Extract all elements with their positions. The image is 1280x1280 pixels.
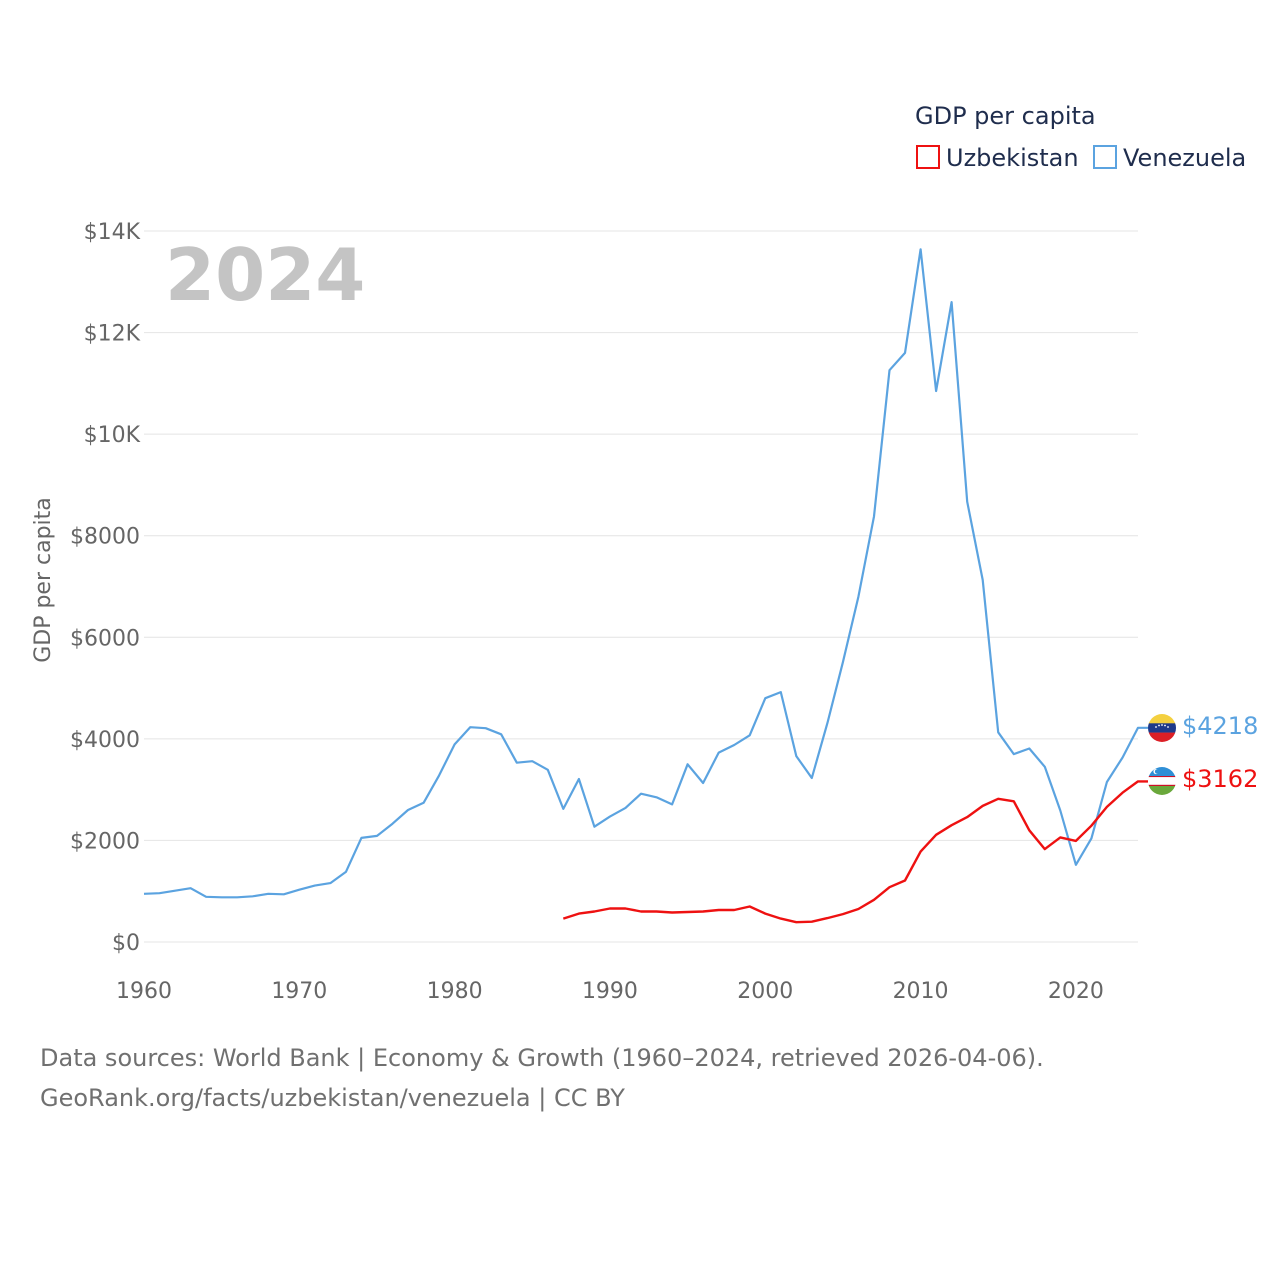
x-tick-label: 1970 bbox=[271, 979, 327, 1004]
legend-label-uzbekistan[interactable]: Uzbekistan bbox=[946, 144, 1079, 172]
y-tick-label: $8000 bbox=[70, 525, 140, 550]
end-label-venezuela: $4218 bbox=[1182, 712, 1258, 740]
y-tick-label: $14K bbox=[84, 220, 141, 245]
y-tick-label: $0 bbox=[112, 931, 140, 956]
year-label: 2024 bbox=[165, 233, 365, 317]
footer-attribution: GeoRank.org/facts/uzbekistan/venezuela |… bbox=[40, 1084, 625, 1112]
uzbekistan-flag-icon bbox=[1148, 767, 1176, 795]
y-tick-label: $10K bbox=[84, 423, 141, 448]
legend-label-venezuela[interactable]: Venezuela bbox=[1123, 144, 1246, 172]
series-line-uzbekistan[interactable] bbox=[562, 780, 1148, 924]
x-tick-label: 2000 bbox=[737, 979, 793, 1004]
y-tick-labels: $0 $2000 $4000 $6000 $8000 $10K $12K $14K bbox=[70, 220, 141, 956]
x-tick-labels: 1960 1970 1980 1990 2000 2010 2020 bbox=[116, 979, 1104, 1004]
y-gridlines bbox=[144, 230, 1138, 943]
y-tick-label: $4000 bbox=[70, 728, 140, 753]
x-tick-label: 1980 bbox=[427, 979, 483, 1004]
x-tick-label: 1960 bbox=[116, 979, 172, 1004]
y-axis-label: GDP per capita bbox=[31, 497, 56, 663]
series-line-venezuela[interactable] bbox=[143, 248, 1148, 899]
legend-title: GDP per capita bbox=[915, 102, 1096, 130]
x-tick-label: 2020 bbox=[1048, 979, 1104, 1004]
venezuela-flag-icon bbox=[1148, 714, 1176, 742]
end-label-uzbekistan: $3162 bbox=[1182, 765, 1258, 793]
legend-swatch-uzbekistan[interactable] bbox=[916, 145, 940, 169]
y-tick-label: $12K bbox=[84, 322, 141, 347]
legend-swatch-venezuela[interactable] bbox=[1093, 145, 1117, 169]
x-tick-label: 2010 bbox=[893, 979, 949, 1004]
y-tick-label: $2000 bbox=[70, 829, 140, 854]
footer-sources: Data sources: World Bank | Economy & Gro… bbox=[40, 1044, 1044, 1072]
x-tick-label: 1990 bbox=[582, 979, 638, 1004]
y-tick-label: $6000 bbox=[70, 626, 140, 651]
